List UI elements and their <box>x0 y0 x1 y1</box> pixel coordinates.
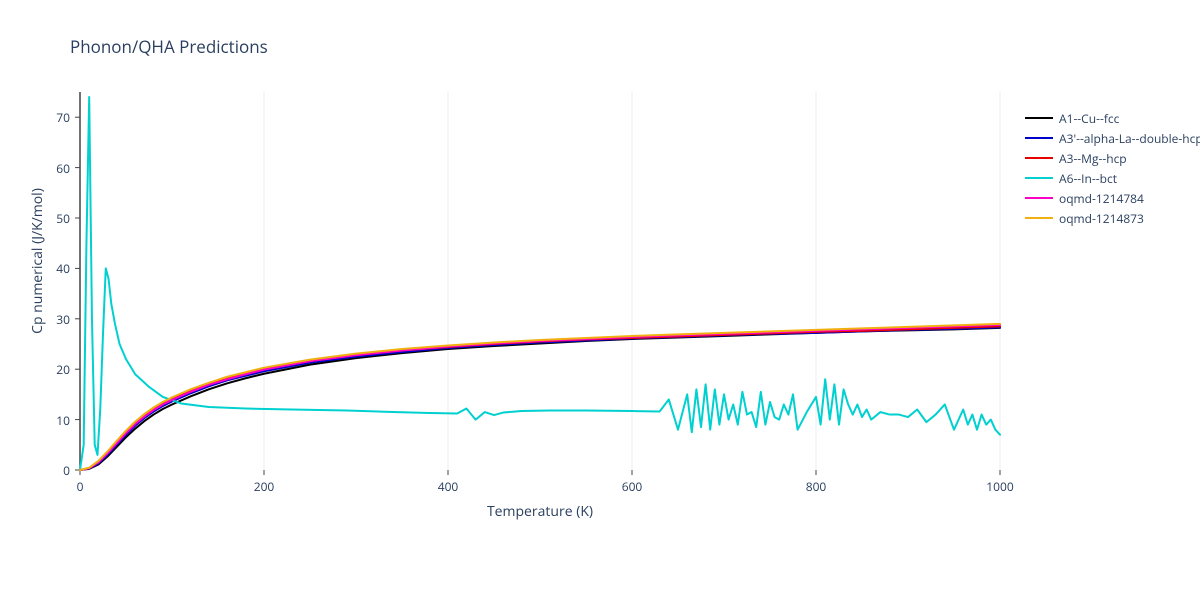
series-line[interactable] <box>80 97 1000 470</box>
legend[interactable]: A1--Cu--fcc A3'--alpha-La--double-hcp A3--… <box>1025 108 1200 228</box>
y-tick-label: 30 <box>56 311 70 328</box>
series-line[interactable] <box>80 325 1000 470</box>
legend-swatch <box>1025 117 1053 119</box>
x-tick-label: 800 <box>801 478 831 495</box>
legend-label: oqmd-1214784 <box>1059 190 1144 207</box>
plot-area <box>80 92 1000 470</box>
legend-item[interactable]: oqmd-1214784 <box>1025 188 1200 208</box>
plot-svg <box>80 92 1000 470</box>
y-tick-label: 60 <box>56 160 70 177</box>
legend-label: A3--Mg--hcp <box>1059 150 1127 167</box>
y-tick-label: 20 <box>56 361 70 378</box>
y-tick-label: 70 <box>56 109 70 126</box>
y-tick-label: 10 <box>56 412 70 429</box>
legend-label: A1--Cu--fcc <box>1059 110 1119 127</box>
x-tick-label: 400 <box>433 478 463 495</box>
series-line[interactable] <box>80 324 1000 470</box>
legend-swatch <box>1025 157 1053 159</box>
legend-item[interactable]: A6--In--bct <box>1025 168 1200 188</box>
legend-item[interactable]: A3'--alpha-La--double-hcp <box>1025 128 1200 148</box>
chart-container: { "chart": { "type": "line", "title": "P… <box>0 0 1200 600</box>
x-tick-label: 200 <box>249 478 279 495</box>
series-line[interactable] <box>80 327 1000 470</box>
legend-swatch <box>1025 197 1053 199</box>
x-axis-label: Temperature (K) <box>480 502 600 521</box>
x-tick-label: 0 <box>65 478 95 495</box>
legend-label: oqmd-1214873 <box>1059 210 1144 227</box>
y-tick-label: 50 <box>56 210 70 227</box>
legend-item[interactable]: oqmd-1214873 <box>1025 208 1200 228</box>
legend-swatch <box>1025 177 1053 179</box>
series-line[interactable] <box>80 326 1000 470</box>
legend-label: A3'--alpha-La--double-hcp <box>1059 130 1200 147</box>
legend-swatch <box>1025 217 1053 219</box>
legend-label: A6--In--bct <box>1059 170 1117 187</box>
y-axis-label: Cp numerical (J/K/mol) <box>28 161 47 361</box>
x-tick-label: 600 <box>617 478 647 495</box>
y-tick-label: 0 <box>63 462 70 479</box>
series-line[interactable] <box>80 328 1000 470</box>
legend-swatch <box>1025 137 1053 139</box>
legend-item[interactable]: A3--Mg--hcp <box>1025 148 1200 168</box>
chart-title: Phonon/QHA Predictions <box>70 35 268 58</box>
legend-item[interactable]: A1--Cu--fcc <box>1025 108 1200 128</box>
x-tick-label: 1000 <box>985 478 1015 495</box>
y-tick-label: 40 <box>56 260 70 277</box>
